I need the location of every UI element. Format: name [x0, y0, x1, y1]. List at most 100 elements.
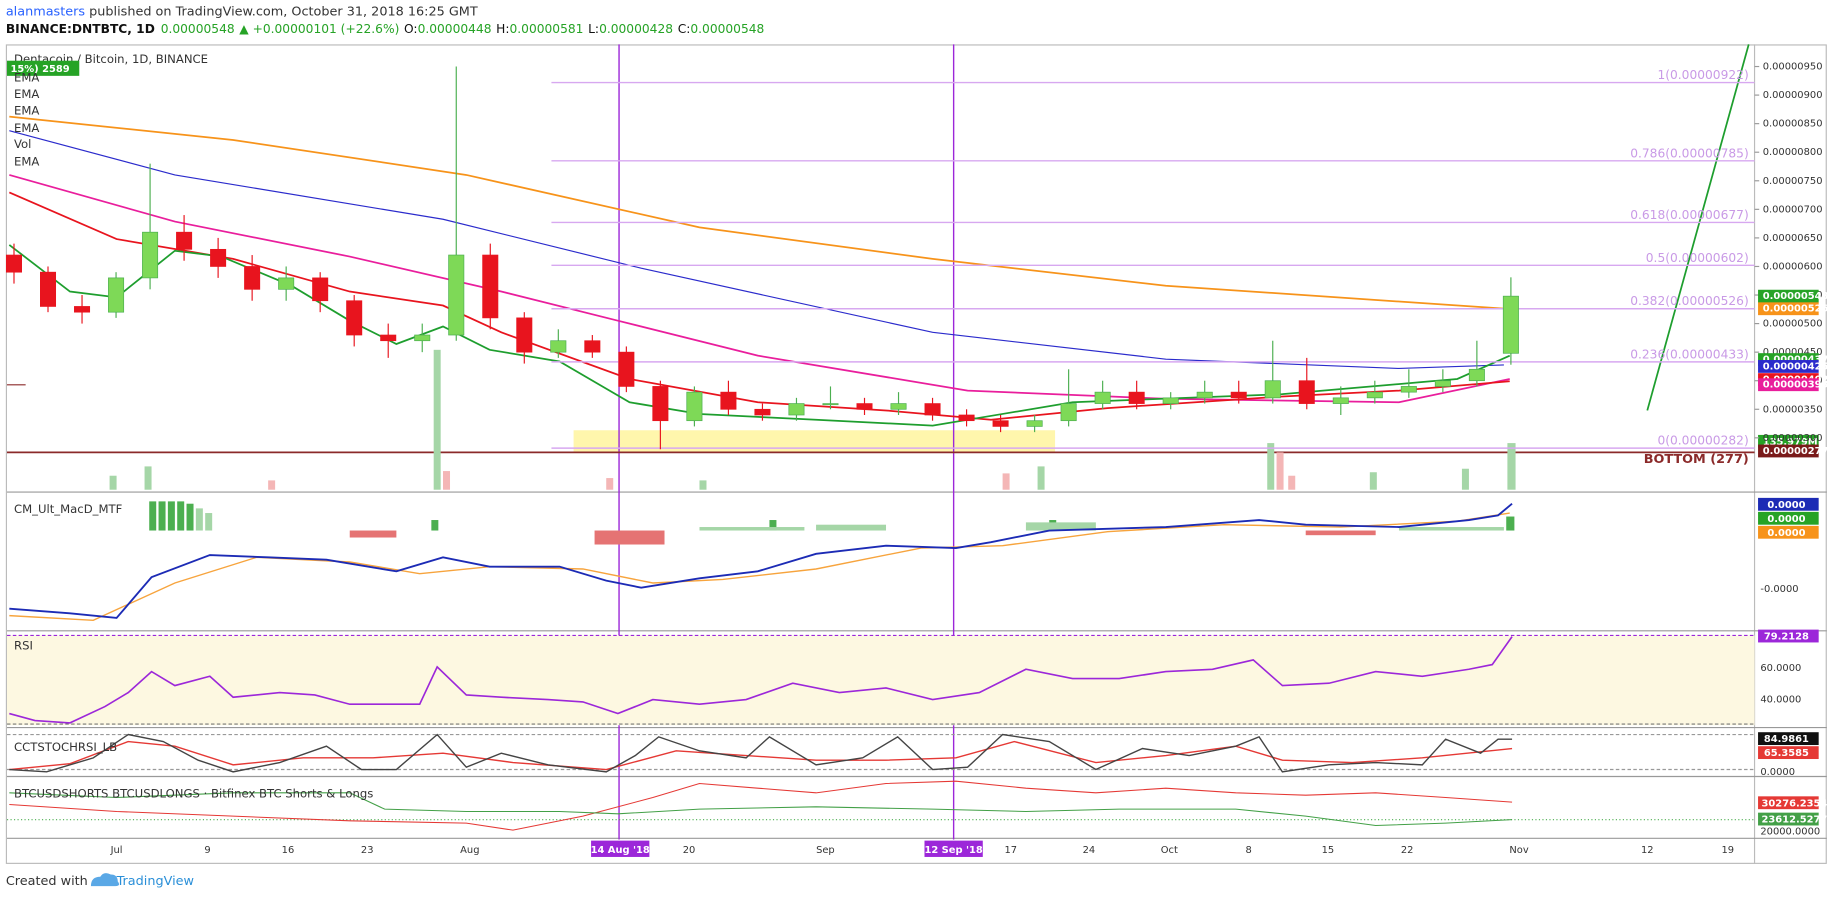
time-label: 12 Sep '18 — [924, 845, 982, 856]
time-label: 8 — [1245, 845, 1251, 856]
time-label: Nov — [1509, 845, 1528, 856]
bottom-label: BOTTOM (277) — [1644, 452, 1749, 467]
indicator: Vol — [14, 137, 31, 151]
price-badge-bg — [1758, 378, 1819, 392]
pane-title: BTCUSDSHORTS BTCUSDLONGS · Bitfinex BTC … — [14, 786, 373, 800]
price-tick-label: 0.00000850 — [1763, 119, 1823, 130]
author: alanmasters — [6, 4, 86, 19]
candle-body — [210, 248, 227, 267]
candle-body — [5, 254, 22, 273]
pane-title: RSI — [14, 638, 33, 652]
price-tick-label: 0.00000500 — [1763, 319, 1823, 330]
time-label: 24 — [1083, 845, 1096, 856]
time-label: 16 — [282, 845, 295, 856]
change: ▲ +0.00000101 (+22.6%) — [239, 22, 399, 36]
candle-body — [1264, 380, 1281, 399]
price-tick-label: 0.00000950 — [1763, 62, 1823, 73]
fib-label: 0(0.00000282) — [1657, 434, 1748, 448]
candle-body — [720, 391, 737, 410]
stoch-k — [9, 733, 1513, 773]
candle-body — [1502, 295, 1519, 354]
candle-body — [822, 403, 839, 406]
price-tick-label: 0.00000650 — [1763, 233, 1823, 244]
candle-body — [482, 254, 499, 319]
macd-pane — [9, 501, 1515, 622]
volume-bars — [109, 349, 1516, 490]
indicator: EMA — [14, 87, 39, 101]
candle-body — [856, 403, 873, 410]
price-tick-label: 0.00000700 — [1763, 204, 1823, 215]
price-badge-bg — [1758, 289, 1819, 303]
candle-body — [516, 317, 533, 353]
histogram — [195, 508, 1504, 531]
indicator: EMA — [14, 155, 39, 169]
logo — [90, 873, 120, 887]
candle-body — [550, 340, 567, 353]
badge: 79.2128 — [1764, 632, 1809, 643]
candle-body — [278, 277, 295, 290]
candle-body — [244, 266, 261, 290]
price-tick-label: 0.00000350 — [1763, 404, 1823, 415]
stoch-d — [9, 740, 1513, 771]
time-label: 19 — [1721, 845, 1734, 856]
price-tick-label: 0.00000450 — [1763, 347, 1823, 358]
candle-body — [686, 391, 703, 422]
price-badge: 0.00000425 — [1763, 361, 1828, 372]
time-label: 22 — [1401, 845, 1414, 856]
ema-50 — [9, 174, 1510, 404]
main-pane — [5, 44, 1755, 840]
axis-label: 0.0000 — [1760, 767, 1795, 778]
ema-200 — [9, 115, 1510, 310]
badge-bg — [1758, 497, 1819, 511]
candle-body — [40, 271, 57, 307]
candle-body — [380, 334, 397, 342]
highlight-zone — [573, 430, 1056, 453]
price-tick-label: 0.00000600 — [1763, 261, 1823, 272]
badge-bg — [1758, 732, 1819, 746]
l-label: L: — [588, 22, 599, 36]
fib-label: 0.618(0.00000677) — [1630, 208, 1749, 222]
badge-bg — [1758, 746, 1819, 760]
candle-body — [1400, 386, 1417, 393]
badge: 15%) 2589 — [10, 64, 69, 75]
candle-body — [924, 403, 941, 416]
candle-body — [1128, 391, 1145, 404]
price-tick-label: 0.00000300 — [1763, 433, 1823, 444]
fib-label: 0.236(0.00000433) — [1630, 347, 1749, 361]
published: published on TradingView.com, October 31… — [85, 4, 478, 19]
badge: 0.0000 — [1767, 500, 1805, 511]
time-label: Jul — [110, 845, 123, 856]
volume-badge: 135.979M — [1763, 437, 1818, 448]
candle-body — [1366, 391, 1383, 399]
candle-body — [414, 334, 431, 342]
ema-100 — [9, 130, 1504, 370]
candle-body — [1094, 391, 1111, 404]
pane-title: CM_Ult_MacD_MTF — [14, 502, 123, 516]
histogram — [349, 530, 1376, 545]
fib-label: 0.382(0.00000526) — [1630, 294, 1749, 308]
candle-body — [142, 231, 159, 279]
candle-body — [1230, 391, 1247, 399]
badge: 84.9861 — [1764, 734, 1809, 745]
badge-bg — [6, 60, 80, 76]
candle-body — [1332, 397, 1349, 404]
badge: 0.0000 — [1767, 514, 1805, 525]
time-label: 14 Aug '18 — [591, 845, 650, 856]
badge-bg — [1758, 796, 1819, 810]
symbol: BINANCE:DNTBTC, 1D — [6, 22, 155, 36]
footer-brand[interactable]: TradingView — [116, 874, 194, 889]
candle-body — [1060, 403, 1077, 422]
price-badge: 0.00000548 — [1763, 291, 1828, 302]
signal-line — [9, 512, 1510, 622]
candle-body — [1434, 380, 1451, 387]
time-label: 12 — [1641, 845, 1654, 856]
candle-body — [958, 414, 975, 422]
fib-label: 0.786(0.00000785) — [1630, 146, 1749, 160]
candle-body — [788, 403, 805, 416]
indicator: EMA — [14, 103, 39, 117]
ema-21 — [8, 191, 1510, 421]
candle-body — [584, 340, 601, 353]
candle-body — [448, 254, 465, 336]
